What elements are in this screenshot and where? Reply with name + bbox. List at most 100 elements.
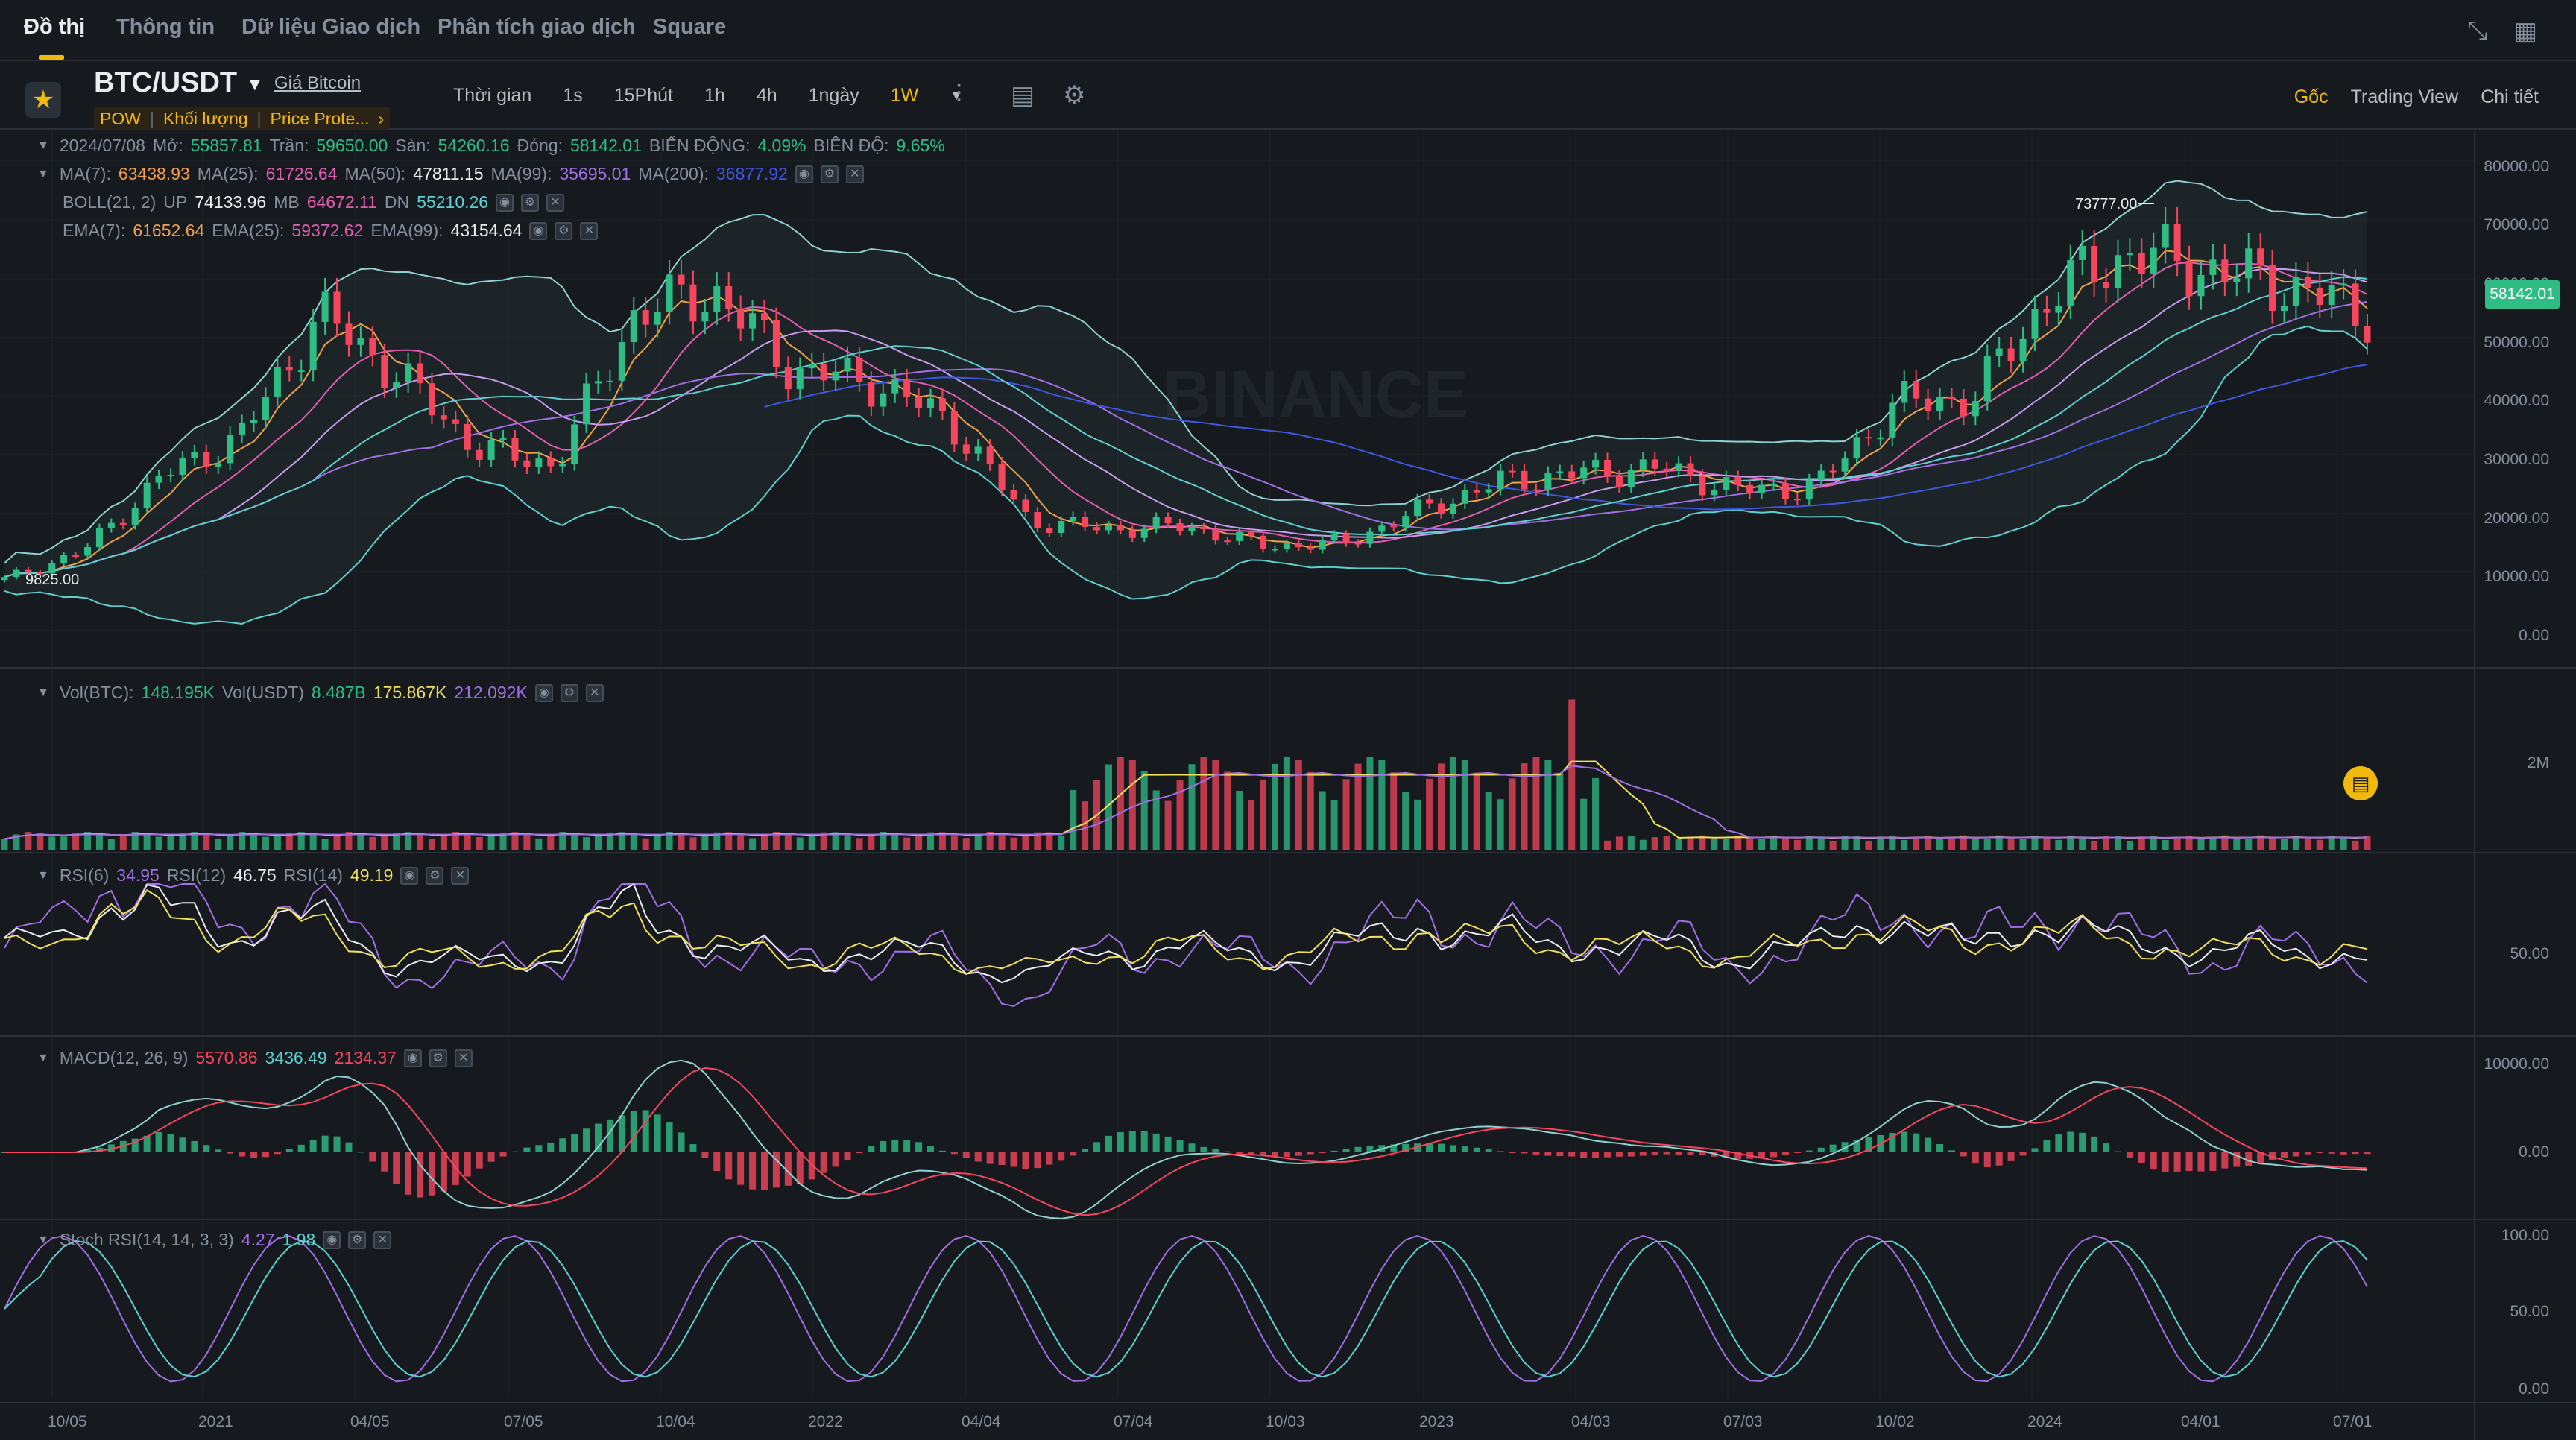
interval-time[interactable]: Thời gian [453,85,532,106]
interval-1h[interactable]: 1h [704,85,725,106]
chart-canvas[interactable]: BINANCE 73777.00 9825.00 [0,131,2576,1440]
volume-bar [440,833,447,850]
macd-histogram-bar [713,1152,721,1172]
tab-trading-analysis[interactable]: Phân tích giao dịch [438,15,636,39]
macd-histogram-bar [1521,1152,1528,1154]
interval-1s[interactable]: 1s [563,85,583,106]
moving-average-line [4,276,2368,578]
indicators-icon[interactable]: ⫶ [956,80,962,109]
volume-bar [13,834,20,850]
tab-square[interactable]: Square [653,15,727,39]
tab-trading-data[interactable]: Dữ liệu Giao dịch [242,15,421,39]
candle-body [784,367,792,390]
macd-histogram-bar [1865,1137,1872,1152]
macd-histogram-bar [915,1142,923,1152]
tab-info[interactable]: Thông tin [116,15,215,39]
eye-icon[interactable]: ◉ [323,1231,341,1249]
interval-dropdown-icon[interactable]: ▼ [950,88,964,103]
macd-histogram-bar [1461,1146,1468,1152]
volume-bar [2197,839,2205,850]
volume-bar [1639,839,1647,850]
eye-icon[interactable]: ◉ [496,193,514,212]
settings-icon[interactable]: ⚙ [555,221,573,240]
settings-gear-icon[interactable]: ⚙ [1063,81,1086,110]
collapse-arrow-icon[interactable]: ▼ [37,868,49,882]
volume-bar [891,833,899,850]
settings-icon[interactable]: ⚙ [820,165,839,183]
macd-histogram-bar [1319,1152,1326,1153]
chart-area[interactable]: BINANCE 73777.00 9825.00 ▼ 2024/07/08 Mở… [0,131,2576,1440]
collapse-arrow-icon[interactable]: ▼ [37,167,49,180]
candle-body [203,452,210,467]
candle-body [13,569,20,578]
stoch-axis-label-50: 50.00 [2510,1303,2549,1320]
collapse-arrow-icon[interactable]: ▼ [37,1051,49,1064]
eye-icon[interactable]: ◉ [529,221,548,240]
eye-icon[interactable]: ◉ [403,1049,422,1067]
settings-icon[interactable]: ⚙ [426,866,444,885]
candle-body [583,383,590,425]
candle-body [369,338,376,356]
volume-bar [1889,836,1896,850]
view-original[interactable]: Gốc [2294,86,2329,107]
interval-15m[interactable]: 15Phút [613,85,673,106]
macd-histogram-bar [167,1134,174,1152]
close-icon[interactable]: ✕ [454,1049,473,1067]
tag-price-protection[interactable]: Price Prote... [270,108,370,128]
coin-info-icon[interactable]: ▤ [2343,766,2378,800]
favorite-star-icon[interactable]: ★ [25,82,61,118]
collapse-arrow-icon[interactable]: ▼ [37,139,49,152]
collapse-arrow-icon[interactable]: ▼ [37,686,49,699]
close-icon[interactable]: ✕ [845,165,864,183]
volume-bar [2114,836,2121,850]
volume-bar [2292,835,2299,850]
volume-ma-line [4,765,2368,840]
volume-bar [737,835,745,850]
volume-bar [1580,798,1588,850]
close-icon[interactable]: ✕ [546,193,565,212]
candle-body [1829,470,1837,473]
macd-histogram-bar [2197,1152,2205,1172]
candle-body [891,379,899,394]
view-tradingview[interactable]: Trading View [2350,86,2459,107]
settings-icon[interactable]: ⚙ [560,683,578,702]
close-icon[interactable]: ✕ [451,866,470,885]
collapse-icon[interactable]: ⤡ [2467,16,2488,45]
interval-1d[interactable]: 1ngày [808,85,859,106]
layout-grid-icon[interactable]: ▦ [2513,17,2538,45]
tag-pow[interactable]: POW [100,108,141,128]
candle-body [1295,543,1302,548]
eye-icon[interactable]: ◉ [400,866,419,885]
candle-body [808,364,815,369]
collapse-arrow-icon[interactable]: ▼ [37,1233,49,1246]
interval-1w[interactable]: 1W [890,85,919,106]
eye-icon[interactable]: ◉ [795,165,813,183]
close-icon[interactable]: ✕ [585,683,604,702]
close-icon[interactable]: ✕ [580,221,599,240]
symbol-title[interactable]: BTC/USDT [94,67,238,98]
eye-icon[interactable]: ◉ [534,683,553,702]
price-link[interactable]: Giá Bitcoin [274,73,362,93]
price-axis-label-10000: 10000.00 [2484,568,2549,585]
price-axis-label-40000: 40000.00 [2484,392,2549,409]
candle-body [167,475,174,477]
symbol-dropdown-icon[interactable]: ▼ [246,75,264,95]
close-icon[interactable]: ✕ [373,1231,392,1249]
view-depth[interactable]: Chi tiết [2481,86,2539,107]
tag-volume[interactable]: Khối lượng [162,108,248,128]
settings-icon[interactable]: ⚙ [348,1231,367,1249]
candle-body [1663,468,1670,471]
macd-histogram-bar [1592,1152,1600,1158]
tab-chart[interactable]: Đồ thị [24,15,86,39]
stoch-d-line [4,1240,2368,1378]
settings-icon[interactable]: ⚙ [429,1049,447,1067]
settings-icon[interactable]: ⚙ [521,193,540,212]
templates-icon[interactable]: ▤ [1011,81,1035,110]
interval-4h[interactable]: 4h [756,85,777,106]
macd-axis-label-0: 0.00 [2519,1143,2549,1160]
volume-bar [678,833,685,850]
volume-bar [1995,835,2003,850]
macd-histogram-bar [1093,1142,1101,1152]
tags-more-icon[interactable]: › [378,108,385,128]
macd-histogram-bar [927,1146,935,1152]
